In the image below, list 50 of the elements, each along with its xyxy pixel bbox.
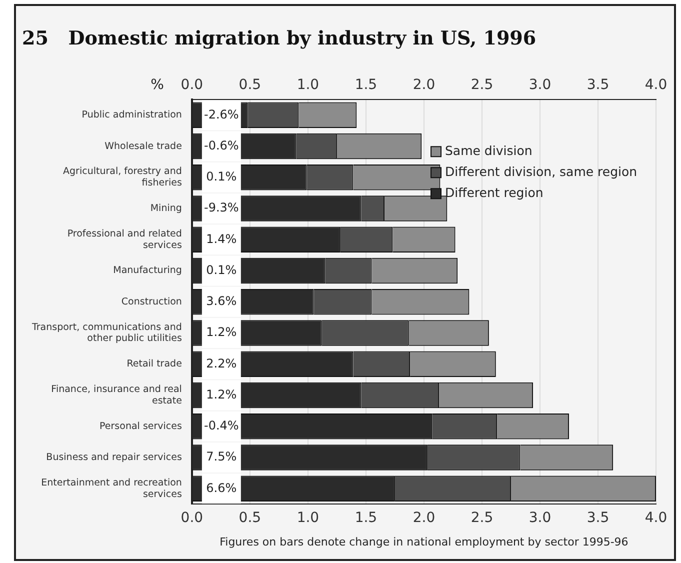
y-tick-label: Agricultural, forestry and fisheries: [63, 166, 182, 189]
x2-tick-label: 0.5: [238, 76, 262, 93]
x2-tick-label: 2.5: [470, 76, 494, 93]
y-tick-label: Public administration: [82, 110, 182, 121]
x2-tick-label: 3.0: [528, 76, 552, 93]
x2-axis-title: %: [150, 76, 164, 93]
y-tick-label: Transport, communications and other public utilities: [30, 322, 182, 344]
legend-label: Same division: [445, 142, 532, 158]
y-tick-label: Professional and related services: [67, 228, 182, 251]
x2-tick-label: 0.0: [180, 76, 204, 93]
y-tick-label: Retail trade: [126, 358, 182, 370]
x-tick-label: 3.5: [586, 510, 610, 526]
annotation: -2.6%: [204, 107, 239, 122]
x-tick-label: 2.5: [470, 510, 494, 526]
x2-tick-label: 3.5: [586, 76, 610, 93]
annotation: 2.2%: [206, 356, 237, 370]
annotation: 6.6%: [206, 480, 237, 495]
text: Figures on bars denote change in national employment by sector 1995-96: [220, 535, 628, 548]
annotation: -9.3%: [204, 200, 239, 215]
x2-tick-label: 2.0: [412, 76, 436, 93]
annotation: 1.4%: [206, 232, 237, 246]
x2-tick-label: 4.0: [644, 76, 668, 93]
annotation: 1.2%: [206, 325, 237, 340]
chart-title: 25 Domestic migration by industry in US, 1996: [22, 27, 536, 50]
x-tick-label: 3.0: [528, 510, 552, 526]
y-tick-label: Manufacturing: [113, 265, 182, 276]
legend-label: Different region: [445, 184, 544, 200]
y-tick-label: Mining: [150, 203, 182, 214]
x2-tick-label: 1.0: [296, 76, 320, 93]
annotation: 7.5%: [206, 450, 237, 464]
annotation: -0.6%: [204, 138, 239, 152]
x-tick-label: 1.0: [296, 510, 320, 526]
y-tick-label: Personal services: [100, 420, 182, 432]
y-tick-label: Wholesale trade: [104, 140, 182, 152]
x2-tick-label: 1.5: [354, 76, 378, 93]
x-tick-label: 2.0: [412, 510, 436, 526]
annotation: 0.1%: [206, 262, 237, 277]
annotation: 3.6%: [206, 294, 237, 308]
annotation: 1.2%: [206, 387, 237, 402]
x-tick-label: 0.5: [238, 510, 262, 526]
y-tick-label: Business and repair services: [46, 452, 182, 463]
x-tick-label: 1.5: [354, 510, 378, 526]
annotation: 0.1%: [206, 170, 237, 184]
annotation: -0.4%: [204, 418, 239, 433]
y-tick-label: Entertainment and recreation services: [41, 477, 182, 500]
y-tick-label: Construction: [121, 296, 182, 308]
x-tick-label: 0.0: [180, 510, 204, 526]
x-tick-label: 4.0: [644, 510, 668, 526]
y-tick-label: Finance, insurance and real estate: [51, 384, 182, 406]
legend-label: Different division, same region: [445, 164, 638, 179]
